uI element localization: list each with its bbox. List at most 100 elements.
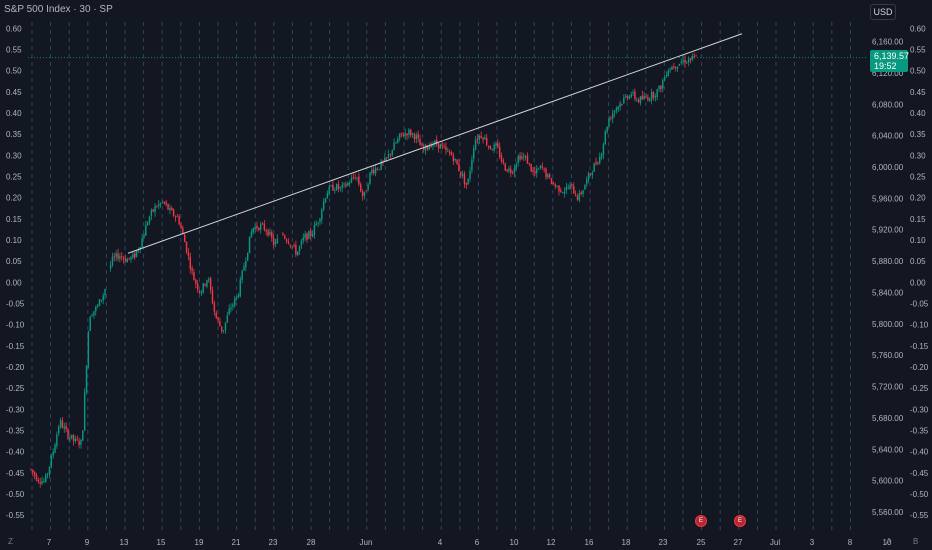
left-axis-tick: -0.05 [6, 300, 25, 309]
secondary-axis-tick: -0.15 [910, 342, 929, 351]
candle-body [372, 170, 375, 174]
candle-body [480, 135, 482, 138]
secondary-axis-tick: 0.60 [910, 24, 926, 33]
candle-body [563, 191, 566, 194]
time-axis-label: 27 [734, 538, 743, 547]
price-axis-tick: 5,720.00 [872, 383, 904, 392]
candle-body [358, 176, 360, 185]
candle-body [172, 209, 175, 216]
zoom-toggle[interactable]: Z [8, 537, 13, 546]
candle-body [174, 216, 177, 218]
candle-body [224, 322, 227, 331]
left-axis-tick: 0.00 [6, 278, 22, 287]
secondary-axis-tick: -0.50 [910, 490, 929, 499]
candle-body [454, 158, 456, 161]
candle-body [460, 171, 462, 176]
candle-body [645, 96, 647, 98]
candle-body [624, 96, 627, 98]
candle-body [78, 440, 80, 446]
candle-body [650, 91, 653, 100]
candle-body [573, 186, 575, 194]
secondary-axis-tick: 0.20 [910, 194, 926, 203]
candle-body [693, 55, 695, 57]
left-axis-tick: 0.60 [6, 24, 22, 33]
candle-body [363, 191, 366, 196]
candle-body [389, 153, 392, 155]
candle-body [120, 256, 123, 258]
time-axis-label: Jul [770, 538, 780, 547]
candle-body [432, 144, 434, 146]
candle-body [341, 184, 343, 188]
candle-body [284, 235, 286, 239]
candle-body [691, 55, 694, 60]
candle-body [626, 96, 629, 99]
candle-body [234, 298, 236, 306]
candle-body [141, 238, 143, 248]
candle-body [287, 241, 290, 244]
candle-body [380, 161, 382, 170]
candle-body [85, 366, 88, 393]
candle-body [382, 161, 384, 162]
candle-body [326, 193, 329, 199]
price-axis-tick: 6,160.00 [872, 38, 904, 47]
earnings-event-icon[interactable]: E [695, 515, 707, 527]
candle-body [89, 316, 91, 331]
left-axis-tick: -0.10 [6, 321, 25, 330]
secondary-axis-tick: 0.05 [910, 257, 926, 266]
candle-body [674, 66, 677, 69]
candle-body [536, 168, 538, 174]
candle-body [343, 183, 345, 185]
candle-body [410, 129, 412, 136]
candle-body [348, 183, 351, 185]
left-axis-tick: 0.25 [6, 173, 22, 182]
scale-options-toggle[interactable]: B [913, 537, 919, 546]
candle-body [463, 173, 466, 184]
candle-body [504, 163, 506, 171]
candle-body [72, 434, 75, 441]
candle-body [119, 256, 121, 259]
candle-body [193, 272, 195, 281]
candle-body [356, 177, 358, 179]
candle-body [558, 185, 560, 192]
candle-body [274, 242, 277, 245]
candle-body [195, 279, 197, 284]
candle-body [658, 86, 660, 89]
candle-body [448, 151, 451, 154]
candle-body [306, 233, 308, 240]
candle-body [384, 157, 386, 162]
candle-body [198, 290, 201, 293]
candle-body [695, 55, 697, 57]
candle-body [328, 186, 330, 194]
candle-body [400, 132, 403, 135]
candle-body [204, 284, 206, 286]
chart-title: S&P 500 Index · 30 · SP [4, 4, 113, 15]
currency-button[interactable]: USD [870, 4, 896, 20]
left-axis-tick: 0.50 [6, 67, 22, 76]
candle-body [70, 434, 73, 438]
secondary-axis-tick: -0.25 [910, 384, 929, 393]
candle-body [254, 226, 256, 230]
candle-body [334, 189, 336, 191]
earnings-event-icon[interactable]: E [734, 515, 746, 527]
trend-line[interactable] [127, 33, 743, 254]
candle-body [408, 129, 410, 135]
candle-body [308, 231, 310, 239]
candle-body [680, 61, 682, 63]
time-axis-label: 4 [438, 538, 443, 547]
auto-scale-toggle[interactable]: A [886, 537, 892, 546]
time-axis-label: 19 [195, 538, 204, 547]
left-axis-tick: 0.20 [6, 194, 22, 203]
candle-body [189, 256, 191, 269]
candle-body [513, 167, 516, 173]
candle-body [402, 135, 405, 137]
candle-body [347, 182, 349, 186]
candle-body [569, 185, 571, 190]
candle-body [406, 133, 408, 136]
candle-body [245, 260, 247, 268]
candle-body [74, 438, 77, 441]
candle-body [235, 296, 238, 299]
candle-body [682, 60, 684, 62]
time-axis-label: 18 [622, 538, 631, 547]
candle-body [63, 426, 66, 429]
